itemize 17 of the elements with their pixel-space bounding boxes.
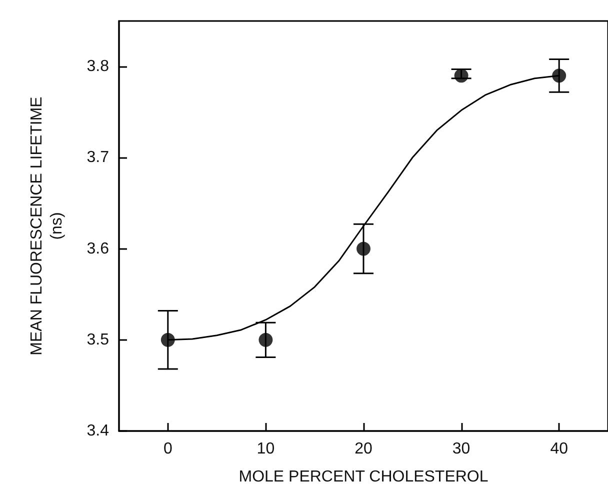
point — [454, 68, 468, 83]
y-tick-label: 3.8 — [86, 58, 110, 76]
point — [258, 332, 273, 347]
x-tick-label: 10 — [256, 440, 275, 458]
x-tick-label: 0 — [163, 440, 172, 458]
y-axis-title: MEAN FLUORESCENCE LIFETIME (ns) — [28, 96, 66, 356]
x-tick-label: 30 — [452, 440, 470, 458]
point — [160, 332, 175, 347]
point — [552, 68, 566, 83]
x-tick-label: 40 — [550, 440, 568, 458]
y-tick-label: 3.7 — [86, 149, 110, 166]
y-tick-label: 3.5 — [86, 331, 110, 348]
x-axis-title: MOLE PERCENT CHOLESTEROL — [238, 468, 488, 486]
x-tick-label: 20 — [354, 440, 372, 458]
y-tick-label: 3.4 — [86, 422, 110, 440]
y-tick-label: 3.6 — [86, 240, 110, 258]
point — [356, 242, 370, 256]
